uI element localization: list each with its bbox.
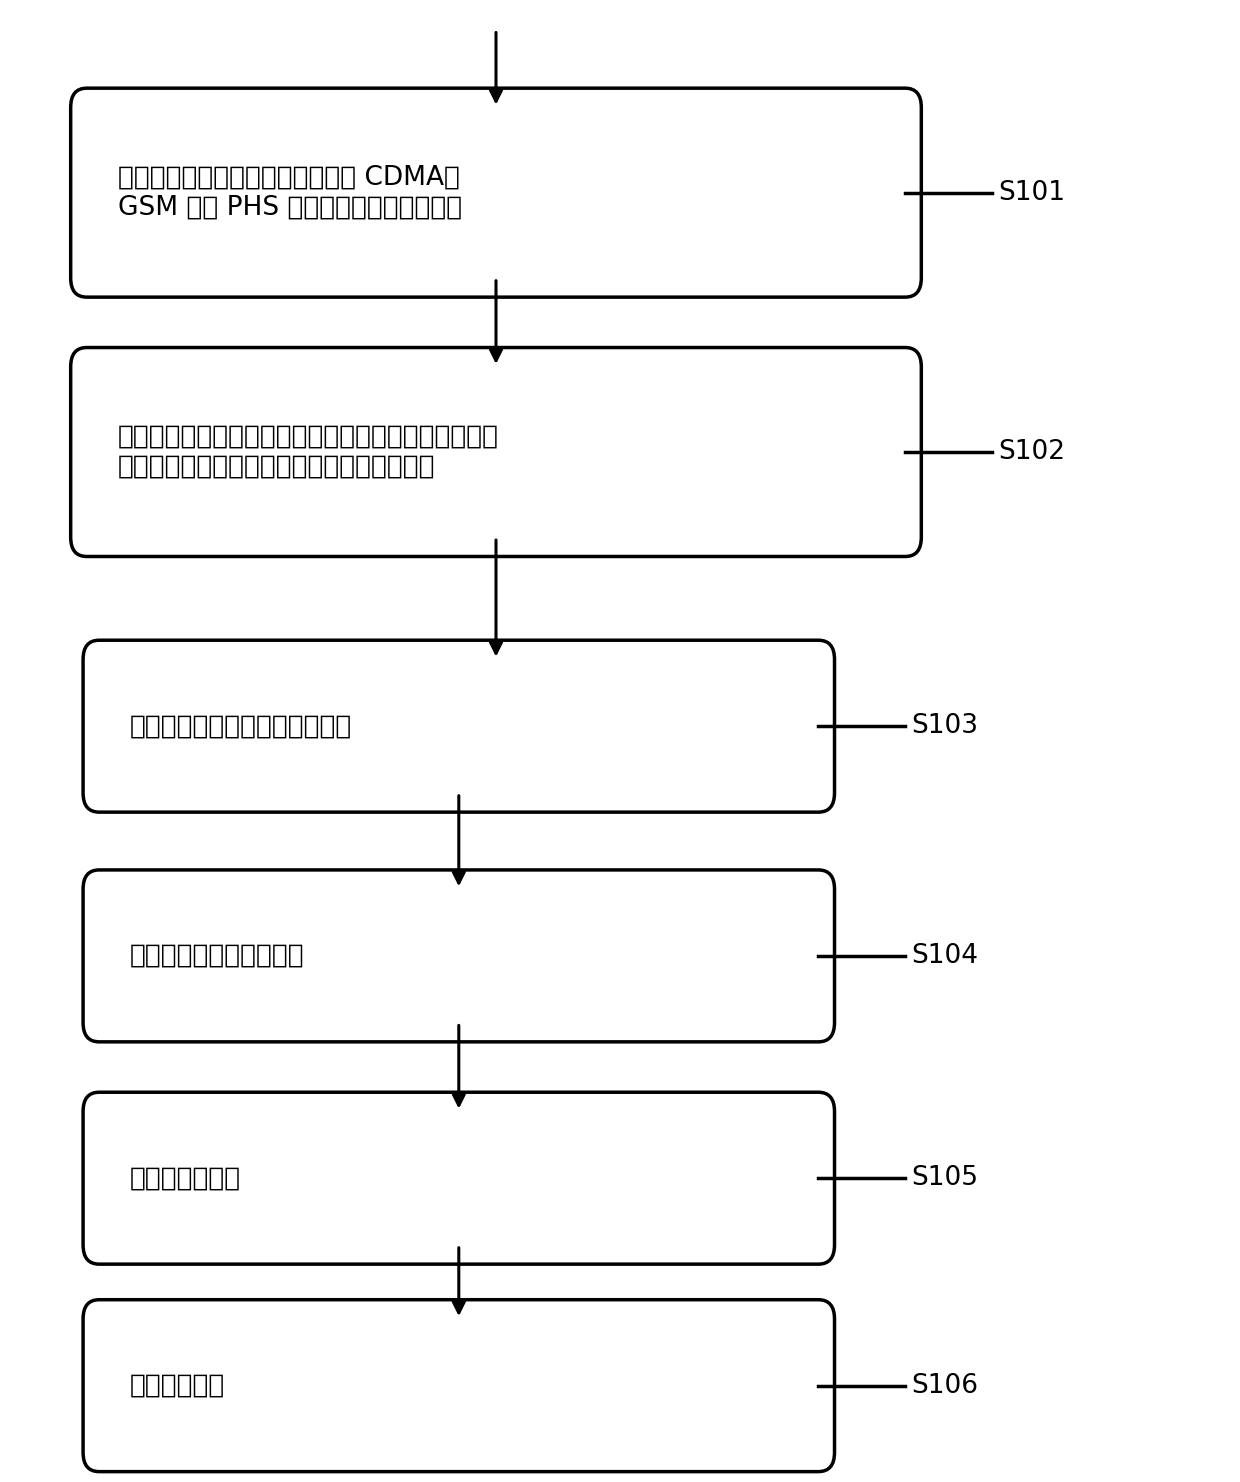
Text: S105: S105 (911, 1165, 978, 1192)
FancyBboxPatch shape (83, 870, 835, 1042)
Text: 若扫频信号作用于在功率范围内: 若扫频信号作用于在功率范围内 (130, 713, 352, 740)
Text: 若扫频信号消失: 若扫频信号消失 (130, 1165, 242, 1192)
Text: S102: S102 (998, 439, 1065, 465)
Text: S101: S101 (998, 179, 1065, 206)
Text: 恢复正常状态: 恢复正常状态 (130, 1372, 226, 1399)
Text: S103: S103 (911, 713, 978, 740)
FancyBboxPatch shape (83, 1300, 835, 1472)
Text: S106: S106 (911, 1372, 978, 1399)
FancyBboxPatch shape (71, 89, 921, 298)
FancyBboxPatch shape (83, 1092, 835, 1264)
FancyBboxPatch shape (83, 640, 835, 812)
Text: 将干扰基频通过功率放大形成扫频信号以无线电波形式
从低频向高频依次分别向空中发射发射并扫描: 将干扰基频通过功率放大形成扫频信号以无线电波形式 从低频向高频依次分别向空中发射… (118, 424, 498, 480)
Text: 功率范围内处于无网状态: 功率范围内处于无网状态 (130, 943, 305, 969)
FancyBboxPatch shape (71, 348, 921, 557)
Text: 将扫描信号经压控振荡分别调制为 CDMA、
GSM 以及 PHS 下行频率相应的干扰基频: 将扫描信号经压控振荡分别调制为 CDMA、 GSM 以及 PHS 下行频率相应的… (118, 165, 463, 221)
Text: S104: S104 (911, 943, 978, 969)
